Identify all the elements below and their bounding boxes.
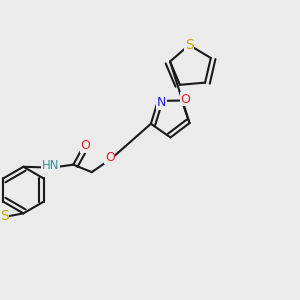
Text: O: O: [105, 151, 115, 164]
Text: HN: HN: [41, 159, 59, 172]
Text: S: S: [185, 38, 194, 52]
Text: S: S: [0, 209, 9, 223]
Text: O: O: [80, 140, 90, 152]
Text: N: N: [157, 96, 166, 109]
Text: O: O: [180, 92, 190, 106]
